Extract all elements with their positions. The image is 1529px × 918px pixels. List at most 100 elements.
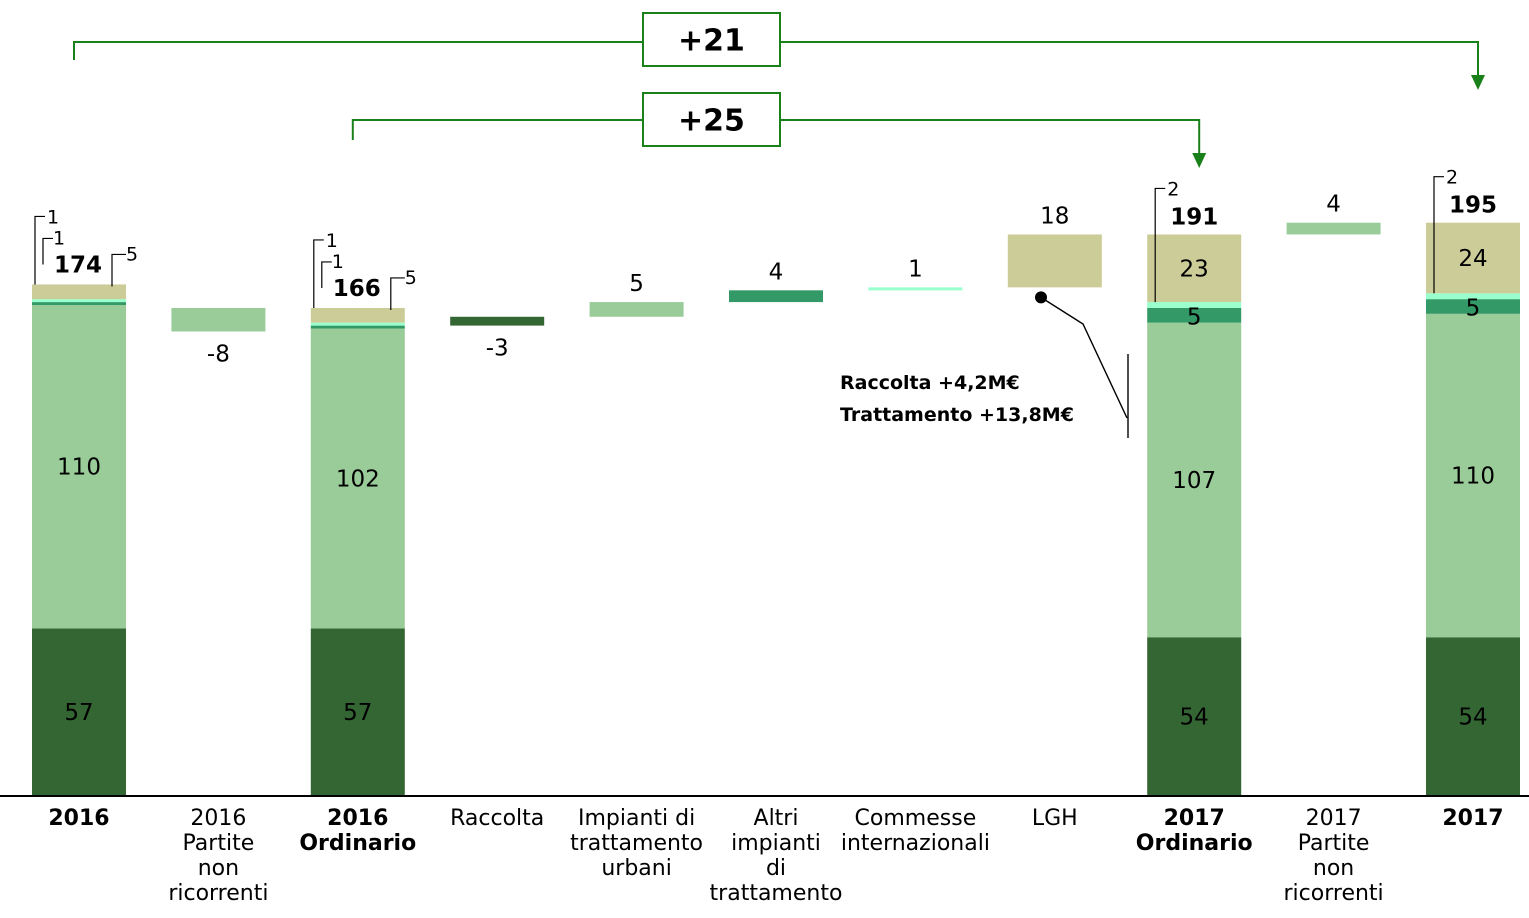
callout-value-label: 5 <box>126 243 138 265</box>
callout-line <box>1433 176 1444 294</box>
category-label: trattamento <box>710 881 843 906</box>
segment-value-label: 54 <box>1180 705 1209 731</box>
difference-label: +21 <box>678 24 745 59</box>
bar-segment <box>310 328 405 629</box>
callout-line <box>321 261 332 288</box>
delta-value-label: 5 <box>629 271 644 297</box>
segment-value-label: 23 <box>1180 256 1209 282</box>
segment-value-label: 57 <box>343 700 372 726</box>
category-label: Impianti di <box>578 806 695 831</box>
category-label: Ordinario <box>1136 831 1253 856</box>
category-label: 2016 <box>190 806 246 831</box>
segment-value-label: 54 <box>1458 705 1487 731</box>
callout-line <box>390 277 405 310</box>
delta-value-label: 1 <box>908 256 923 282</box>
bar-segment <box>1147 302 1242 308</box>
category-label: non <box>1313 856 1354 881</box>
callout-value-label: 1 <box>326 230 338 252</box>
delta-bar <box>1007 234 1102 288</box>
category-label: non <box>198 856 239 881</box>
total-label: 191 <box>1170 204 1218 230</box>
callout-line <box>313 239 324 308</box>
category-label: di <box>766 856 786 881</box>
category-label: Raccolta <box>450 806 544 831</box>
category-label: urbani <box>601 856 672 881</box>
category-label: Commesse <box>855 806 977 831</box>
category-label: LGH <box>1032 806 1078 831</box>
delta-value-label: 4 <box>1326 192 1341 218</box>
bar-segment <box>310 322 405 326</box>
category-label: Partite <box>183 831 255 856</box>
difference-arrowhead <box>1192 153 1207 168</box>
bar-segment <box>1147 637 1242 796</box>
category-label: Ordinario <box>299 831 416 856</box>
bar-segment <box>1426 313 1520 638</box>
bar-segment <box>310 307 405 323</box>
category-label: Altri <box>754 806 799 831</box>
callout-value-label: 1 <box>53 227 65 249</box>
delta-value-label: 4 <box>769 259 784 285</box>
category-label: internazionali <box>841 831 990 856</box>
category-label: 2016 <box>327 806 388 831</box>
callout-value-label: 2 <box>1167 178 1179 200</box>
delta-value-label: -8 <box>207 341 230 367</box>
annotation-leader-line <box>1040 296 1128 419</box>
bar-segment <box>32 305 126 629</box>
annotation-text: Trattamento +13,8M€ <box>840 404 1074 426</box>
segment-value-label: 110 <box>57 455 101 481</box>
segment-value-label: 5 <box>1187 304 1202 330</box>
segment-value-label: 107 <box>1172 468 1216 494</box>
annotation-text: Raccolta +4,2M€ <box>840 372 1020 394</box>
category-label: Partite <box>1298 831 1370 856</box>
lgh-annotation: Raccolta +4,2M€ Trattamento +13,8M€ <box>840 291 1129 438</box>
delta-bar <box>450 316 545 326</box>
callout-value-label: 5 <box>405 267 417 289</box>
delta-bar <box>589 302 684 317</box>
category-label: ricorrenti <box>1284 881 1384 906</box>
bar-segment <box>32 302 126 306</box>
delta-bar <box>868 287 963 291</box>
segment-value-label: 110 <box>1451 464 1495 490</box>
callout-line <box>1154 187 1166 303</box>
segment-value-label: 57 <box>64 700 93 726</box>
category-label: ricorrenti <box>168 881 268 906</box>
category-label: 2017 <box>1442 806 1503 831</box>
bar-segment <box>32 628 126 796</box>
category-label: trattamento <box>570 831 703 856</box>
bar-segment <box>1426 222 1520 294</box>
delta-bar <box>1286 222 1381 235</box>
category-label: 2017 <box>1306 806 1362 831</box>
category-label: 2016 <box>48 806 109 831</box>
total-label: 166 <box>333 276 381 302</box>
difference-label: +25 <box>678 104 745 139</box>
bar-segment <box>1147 322 1242 638</box>
callout-line <box>42 237 53 265</box>
total-label: 195 <box>1449 193 1497 219</box>
difference-box <box>642 12 781 67</box>
difference-arrows: +21 +25 <box>73 12 1485 168</box>
segment-value-label: 24 <box>1458 246 1487 272</box>
difference-box <box>642 92 781 147</box>
callout-value-label: 1 <box>332 251 344 273</box>
bar-segment <box>1426 299 1520 314</box>
bar-segment <box>1426 637 1520 796</box>
callout-line <box>111 253 126 287</box>
bar-segment <box>32 299 126 303</box>
total-label: 174 <box>54 252 102 278</box>
delta-bar <box>171 307 266 332</box>
bar-segment <box>1147 234 1242 303</box>
segment-value-label: 102 <box>336 466 380 492</box>
delta-value-label: -3 <box>486 336 509 362</box>
callout-value-label: 2 <box>1446 167 1458 189</box>
category-label: impianti <box>731 831 821 856</box>
bar-segment <box>1426 293 1520 300</box>
bar-segment <box>310 325 405 329</box>
category-labels: 2016 2016Partitenonricorrenti2016Ordinari… <box>48 806 1503 906</box>
callout-line <box>34 215 45 285</box>
callout-value-label: 1 <box>47 206 59 228</box>
bar-segment <box>32 284 126 300</box>
delta-bar <box>729 290 823 303</box>
bars <box>32 222 1520 796</box>
